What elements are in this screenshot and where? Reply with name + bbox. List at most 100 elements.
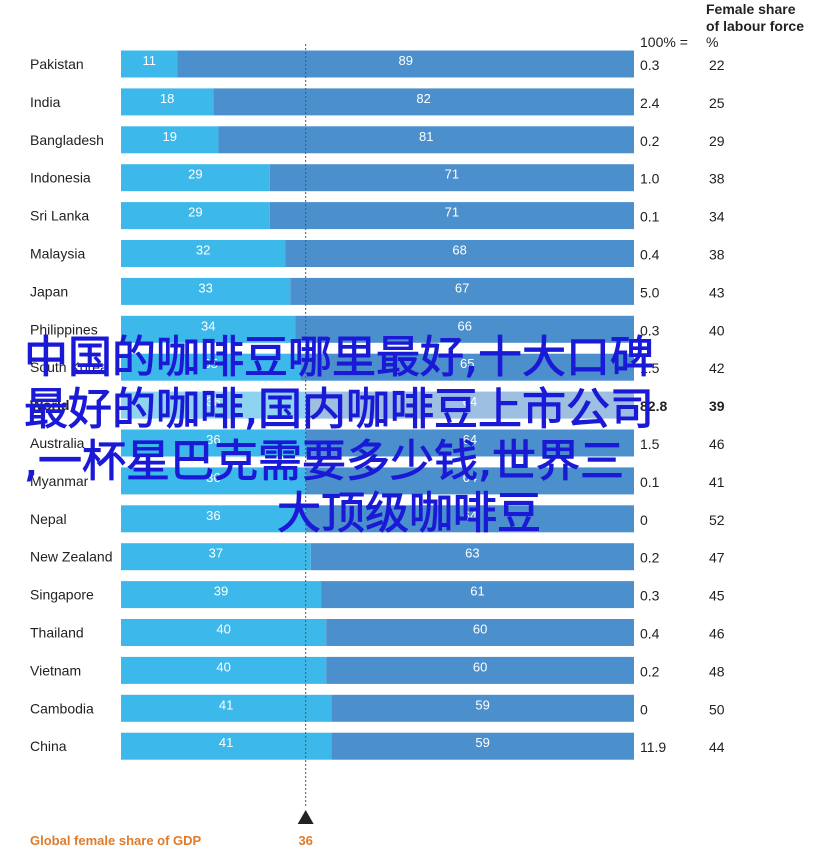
total-value: 0.2	[640, 133, 660, 149]
remaining-share-bar	[218, 126, 634, 154]
female-labour-share-value: 44	[709, 739, 725, 755]
female-share-value: 33	[198, 280, 212, 295]
remaining-share-bar	[305, 391, 634, 419]
remaining-share-bar	[290, 277, 634, 305]
female-labour-share-value: 41	[709, 474, 725, 490]
female-share-bar	[121, 505, 306, 533]
female-share-value: 41	[219, 697, 233, 712]
female-share-bar	[121, 391, 306, 419]
female-share-bar	[121, 694, 332, 722]
marker-triangle-icon	[297, 810, 314, 824]
female-labour-share-value: 39	[709, 398, 725, 414]
country-label: Sri Lanka	[30, 208, 89, 224]
remaining-share-bar	[285, 240, 634, 267]
remaining-share-value: 81	[419, 129, 433, 144]
female-share-value: 36	[206, 432, 220, 447]
total-value: 0.2	[640, 663, 660, 679]
female-share-bar	[121, 240, 286, 267]
female-share-value: 36	[206, 470, 220, 485]
country-label: Pakistan	[30, 56, 84, 72]
remaining-share-bar	[295, 315, 634, 343]
female-share-bar	[121, 315, 296, 343]
remaining-share-value: 64	[463, 394, 477, 409]
female-labour-share-value: 47	[709, 550, 725, 566]
remaining-share-bar	[305, 505, 634, 533]
female-share-bar	[121, 732, 332, 760]
remaining-share-value: 89	[398, 53, 412, 68]
female-labour-share-value: 45	[709, 588, 725, 604]
female-share-value: 29	[188, 205, 202, 220]
remaining-share-bar	[310, 543, 634, 571]
female-share-value: 36	[206, 394, 220, 409]
female-labour-share-value: 38	[709, 247, 725, 263]
overlay-line-3: ,一杯星巴克需要多少钱,世界三	[24, 436, 625, 488]
marker-value-label: 36	[298, 833, 312, 848]
country-label: Australia	[30, 435, 85, 451]
total-value: 0.1	[640, 209, 660, 225]
female-share-value: 41	[219, 735, 233, 750]
remaining-share-value: 63	[465, 546, 479, 561]
country-label: New Zealand	[30, 549, 113, 565]
female-labour-share-value: 46	[709, 436, 725, 452]
female-share-value: 37	[209, 546, 223, 561]
remaining-share-value: 64	[463, 432, 477, 447]
remaining-share-value: 64	[463, 470, 477, 485]
total-value: 2.4	[640, 95, 660, 111]
female-share-bar	[121, 277, 291, 305]
overlay-line-1: 中国的咖啡豆哪里最好,十大口碑	[24, 332, 655, 384]
remaining-share-bar	[321, 581, 634, 609]
remaining-share-value: 59	[475, 697, 489, 712]
remaining-share-value: 82	[416, 91, 430, 106]
remaining-share-value: 65	[460, 356, 474, 371]
country-label: South Korea	[30, 359, 108, 375]
female-labour-share-value: 52	[709, 512, 725, 528]
total-value: 0	[640, 512, 648, 528]
female-share-value: 19	[163, 129, 177, 144]
remaining-share-value: 60	[473, 622, 487, 637]
country-label: China	[30, 738, 67, 754]
remaining-share-value: 68	[452, 243, 466, 258]
female-share-unit: %	[706, 34, 718, 50]
female-labour-share-value: 25	[709, 95, 725, 111]
female-labour-share-value: 50	[709, 701, 725, 717]
female-labour-share-value: 43	[709, 284, 725, 300]
female-share-bar	[121, 88, 214, 116]
remaining-share-value: 59	[475, 735, 489, 750]
overlay-line-2: 最好的咖啡,国内咖啡豆上市公司	[24, 384, 655, 436]
country-label: Japan	[30, 283, 68, 299]
scale-max-label: 100% =	[640, 34, 688, 50]
total-value: 82.8	[640, 398, 667, 414]
remaining-share-bar	[305, 429, 634, 457]
remaining-share-bar	[300, 353, 634, 381]
remaining-share-value: 66	[457, 318, 471, 333]
female-labour-share-value: 38	[709, 171, 725, 187]
female-share-value: 11	[142, 53, 156, 68]
female-share-header-line1: Female share	[706, 1, 796, 17]
country-label: Thailand	[30, 625, 84, 641]
female-labour-share-value: 46	[709, 626, 725, 642]
overlay-line-4: 大顶级咖啡豆	[277, 488, 542, 540]
female-share-header-line2: of labour force	[706, 18, 804, 34]
female-share-value: 34	[201, 318, 215, 333]
total-value: 0.2	[640, 550, 660, 566]
female-share-bar	[121, 429, 306, 457]
female-share-value: 18	[160, 91, 174, 106]
remaining-share-bar	[331, 694, 634, 722]
remaining-share-value: 64	[463, 508, 477, 523]
country-label: Philippines	[30, 321, 98, 337]
total-value: 11.9	[640, 739, 666, 755]
country-label: Singapore	[30, 587, 94, 603]
remaining-share-bar	[177, 50, 634, 78]
remaining-share-bar	[331, 732, 634, 760]
remaining-share-value: 61	[470, 584, 484, 599]
female-share-value: 40	[216, 659, 230, 674]
total-value: 0.4	[640, 247, 660, 263]
female-labour-share-value: 29	[709, 133, 725, 149]
remaining-share-bar	[305, 467, 634, 495]
country-label: Nepal	[30, 511, 67, 527]
country-label: Cambodia	[30, 700, 94, 716]
female-labour-share-value: 22	[709, 57, 725, 73]
total-value: 1.5	[640, 436, 660, 452]
country-label: Bangladesh	[30, 132, 104, 148]
